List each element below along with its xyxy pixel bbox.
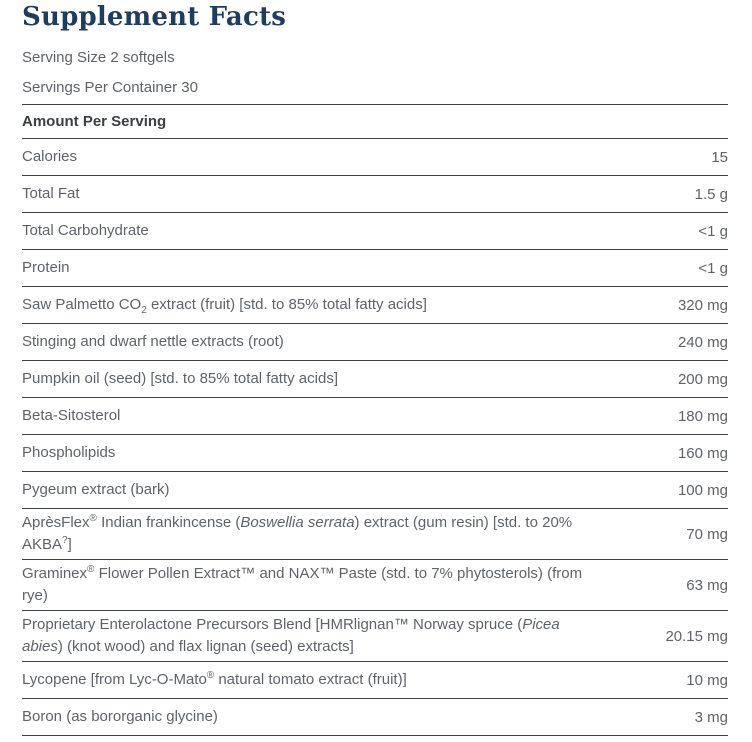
- ingredient-name: Stinging and dwarf nettle extracts (root…: [22, 333, 284, 350]
- ingredient-amount: 200 mg: [677, 370, 728, 388]
- ingredient-name: Pygeum extract (bark): [22, 481, 170, 498]
- table-row: Protein <1 g: [22, 250, 728, 287]
- facts-table-body: Calories 15 Total Fat 1.5 g Total Carbohydra…: [22, 139, 728, 736]
- table-row: Stinging and dwarf nettle extracts (root…: [22, 324, 728, 361]
- ingredient-name: Total Fat: [22, 185, 80, 202]
- ingredient-name: Protein: [22, 259, 70, 276]
- table-row: Total Carbohydrate <1 g: [22, 213, 728, 250]
- ingredient-amount: 160 mg: [677, 444, 728, 462]
- table-row: Proprietary Enterolactone Precursors Ble…: [22, 611, 728, 662]
- ingredient-name: Boron (as bororganic glycine): [22, 708, 218, 725]
- table-row: Boron (as bororganic glycine) 3 mg: [22, 699, 728, 736]
- table-row: AprèsFlex® Indian frankincense (Boswelli…: [22, 509, 728, 560]
- ingredient-amount: 100 mg: [677, 481, 728, 499]
- table-row: Calories 15: [22, 139, 728, 176]
- ingredient-name: Proprietary Enterolactone Precursors Ble…: [22, 616, 560, 655]
- ingredient-name: Calories: [22, 148, 78, 165]
- ingredient-amount: 320 mg: [677, 296, 728, 314]
- ingredient-name: Phospholipids: [22, 444, 116, 461]
- ingredient-amount: 70 mg: [686, 525, 728, 543]
- ingredient-amount: 10 mg: [686, 671, 728, 689]
- ingredient-amount: 15: [711, 148, 728, 166]
- ingredient-amount: 3 mg: [694, 708, 728, 726]
- table-row: Saw Palmetto CO2 extract (fruit) [std. t…: [22, 287, 728, 324]
- ingredient-name: Beta-Sitosterol: [22, 407, 121, 424]
- page-title: Supplement Facts: [22, 2, 287, 32]
- ingredient-name: Saw Palmetto CO2 extract (fruit) [std. t…: [22, 296, 427, 316]
- ingredient-name: Lycopene [from Lyc-O-Mato® natural tomat…: [22, 670, 407, 689]
- ingredient-amount: <1 g: [698, 259, 728, 277]
- serving-size-text: Serving Size 2 softgels: [22, 48, 175, 66]
- table-row: Phospholipids 160 mg: [22, 435, 728, 472]
- ingredient-amount: <1 g: [698, 222, 728, 240]
- table-row: Total Fat 1.5 g: [22, 176, 728, 213]
- ingredient-name: Total Carbohydrate: [22, 222, 149, 239]
- servings-per-container-text: Servings Per Container 30: [22, 78, 198, 96]
- table-row: Lycopene [from Lyc-O-Mato® natural tomat…: [22, 662, 728, 699]
- table-row: Beta-Sitosterol 180 mg: [22, 398, 728, 435]
- table-row: Graminex® Flower Pollen Extract™ and NAX…: [22, 560, 728, 611]
- ingredient-amount: 240 mg: [677, 333, 728, 351]
- ingredient-amount: 63 mg: [686, 576, 728, 594]
- amount-per-serving-header: Amount Per Serving: [22, 104, 728, 139]
- ingredient-amount: 1.5 g: [694, 185, 728, 203]
- table-row: Pumpkin oil (seed) [std. to 85% total fa…: [22, 361, 728, 398]
- ingredient-name: AprèsFlex® Indian frankincense (Boswelli…: [22, 513, 573, 554]
- ingredient-amount: 20.15 mg: [665, 627, 728, 645]
- ingredient-name: Graminex® Flower Pollen Extract™ and NAX…: [22, 564, 583, 605]
- table-row: Pygeum extract (bark) 100 mg: [22, 472, 728, 509]
- ingredient-name: Pumpkin oil (seed) [std. to 85% total fa…: [22, 370, 338, 387]
- ingredient-amount: 180 mg: [677, 407, 728, 425]
